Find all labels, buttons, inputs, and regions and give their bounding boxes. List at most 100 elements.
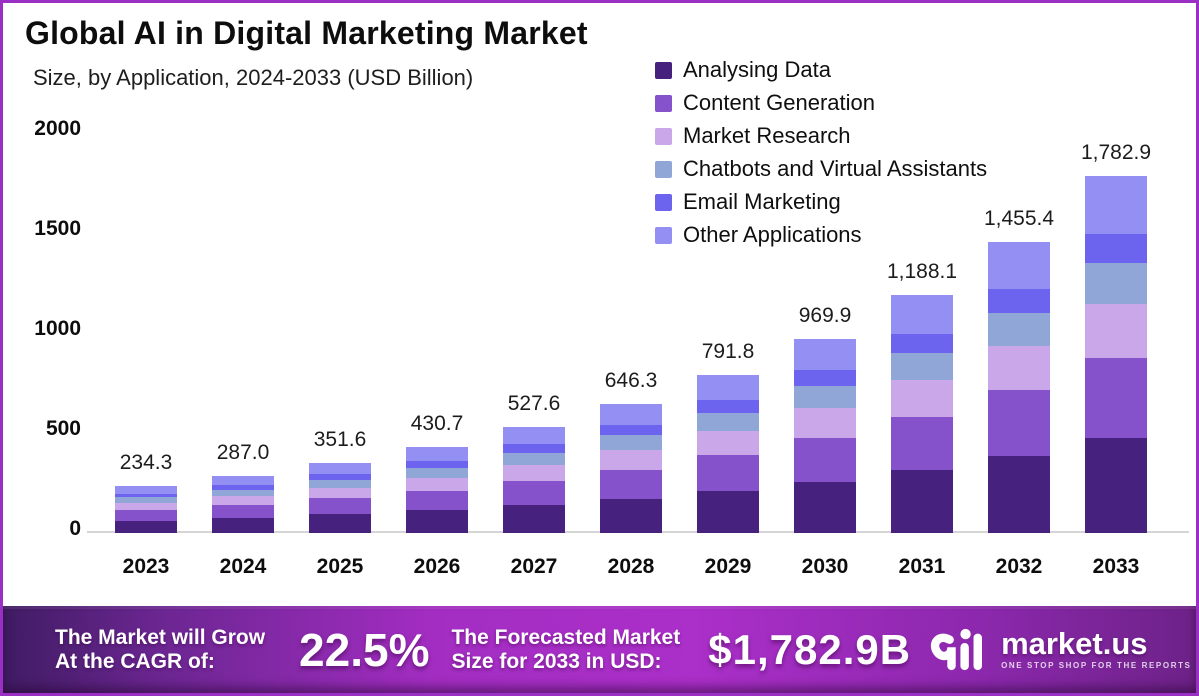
bar-2025	[309, 462, 371, 533]
bar-segment	[503, 465, 565, 482]
bar-segment	[600, 403, 662, 425]
bar-segment	[115, 520, 177, 533]
y-axis-label: 500	[45, 417, 81, 440]
bar-segment	[212, 489, 274, 497]
legend-item: Market Research	[655, 123, 987, 148]
x-axis-label: 2027	[510, 555, 558, 578]
bar-total-label: 234.3	[119, 451, 173, 475]
bar-segment	[406, 477, 468, 491]
x-axis-label: 2033	[1092, 555, 1140, 578]
bar-segment	[988, 346, 1050, 391]
bar-2026	[406, 446, 468, 533]
bar-segment	[1085, 358, 1147, 439]
bar-2030	[794, 339, 856, 533]
x-axis-label: 2032	[995, 555, 1043, 578]
bar-segment	[212, 475, 274, 485]
chart-title: Global AI in Digital Marketing Market	[25, 15, 588, 51]
y-axis-label: 0	[69, 517, 81, 540]
bar-total-label: 527.6	[507, 392, 561, 416]
bar-segment	[1085, 176, 1147, 234]
bar-segment	[212, 484, 274, 490]
bar-segment	[697, 431, 759, 456]
bar-segment	[1085, 233, 1147, 264]
bar-segment	[212, 496, 274, 505]
legend-item: Chatbots and Virtual Assistants	[655, 156, 987, 181]
bar-segment	[891, 353, 953, 381]
footer-banner: The Market will Grow At the CAGR of: 22.…	[3, 606, 1196, 693]
forecast-value: $1,782.9B	[708, 625, 912, 673]
bar-segment	[891, 416, 953, 470]
bar-segment	[115, 502, 177, 510]
bar-segment	[309, 514, 371, 533]
cagr-caption-line2: At the CAGR of:	[55, 649, 215, 673]
x-axis-label: 2024	[219, 555, 267, 578]
legend-swatch	[655, 127, 672, 145]
bar-segment	[794, 386, 856, 409]
bar-segment	[406, 467, 468, 478]
chart-subtitle: Size, by Application, 2024-2033 (USD Bil…	[33, 65, 474, 90]
brand-name: market.us	[1001, 626, 1148, 661]
bar-segment	[988, 241, 1050, 289]
bar-segment	[697, 455, 759, 492]
bar-2031	[891, 295, 953, 533]
x-axis-label: 2031	[898, 555, 946, 578]
legend-item-label: Analysing Data	[683, 57, 831, 82]
bar-segment	[406, 510, 468, 533]
bar-segment	[503, 427, 565, 445]
x-axis-label: 2025	[316, 555, 364, 578]
bar-segment	[503, 444, 565, 454]
bar-segment	[988, 390, 1050, 456]
bar-segment	[794, 339, 856, 371]
bar-segment	[1085, 438, 1147, 533]
bar-segment	[697, 491, 759, 533]
bar-segment	[1085, 304, 1147, 359]
bar-segment	[891, 295, 953, 334]
bar-segment	[1085, 263, 1147, 305]
bar-2024	[212, 475, 274, 533]
bar-2027	[503, 427, 565, 533]
bar-segment	[794, 370, 856, 387]
y-axis-label: 2000	[34, 117, 81, 140]
legend-item-label: Email Marketing	[683, 189, 841, 214]
y-axis-label: 1000	[34, 317, 81, 340]
legend-swatch	[655, 94, 672, 112]
bar-segment	[212, 517, 274, 533]
bar-segment	[697, 374, 759, 401]
bar-total-label: 1,782.9	[1080, 141, 1152, 165]
bar-2033	[1085, 176, 1147, 533]
x-axis-label: 2026	[413, 555, 461, 578]
bar-total-label: 287.0	[216, 440, 270, 464]
cagr-caption: The Market will Grow At the CAGR of:	[55, 626, 265, 674]
bar-segment	[309, 473, 371, 480]
bar-segment	[115, 486, 177, 494]
bar-segment	[309, 498, 371, 515]
brand-logo: market.us ONE STOP SHOP FOR THE REPORTS	[929, 625, 1191, 675]
legend-swatch	[655, 160, 672, 178]
bar-total-label: 1,455.4	[983, 206, 1055, 230]
bar-segment	[891, 380, 953, 417]
legend-item: Content Generation	[655, 90, 987, 115]
bar-segment	[600, 498, 662, 533]
bar-total-label: 646.3	[604, 368, 658, 392]
bar-segment	[988, 312, 1050, 347]
bar-segment	[309, 479, 371, 488]
legend-item-label: Market Research	[683, 123, 851, 148]
bar-segment	[794, 481, 856, 533]
x-axis-label: 2028	[607, 555, 655, 578]
bar-segment	[697, 413, 759, 432]
bar-segment	[988, 288, 1050, 313]
brand-tagline: ONE STOP SHOP FOR THE REPORTS	[1001, 661, 1192, 670]
legend: Analysing Data Content Generation Market R…	[655, 57, 987, 257]
bar-segment	[794, 437, 856, 482]
bar-segment	[891, 469, 953, 533]
bar-segment	[503, 504, 565, 533]
bar-2032	[988, 241, 1050, 533]
bar-segment	[406, 460, 468, 468]
forecast-caption: The Forecasted Market Size for 2033 in U…	[451, 626, 680, 674]
legend-swatch	[655, 61, 672, 79]
legend-swatch	[655, 226, 672, 244]
bar-segment	[988, 455, 1050, 533]
forecast-caption-line2: Size for 2033 in USD:	[451, 649, 662, 673]
x-axis-label: 2030	[801, 555, 849, 578]
legend-swatch	[655, 193, 672, 211]
